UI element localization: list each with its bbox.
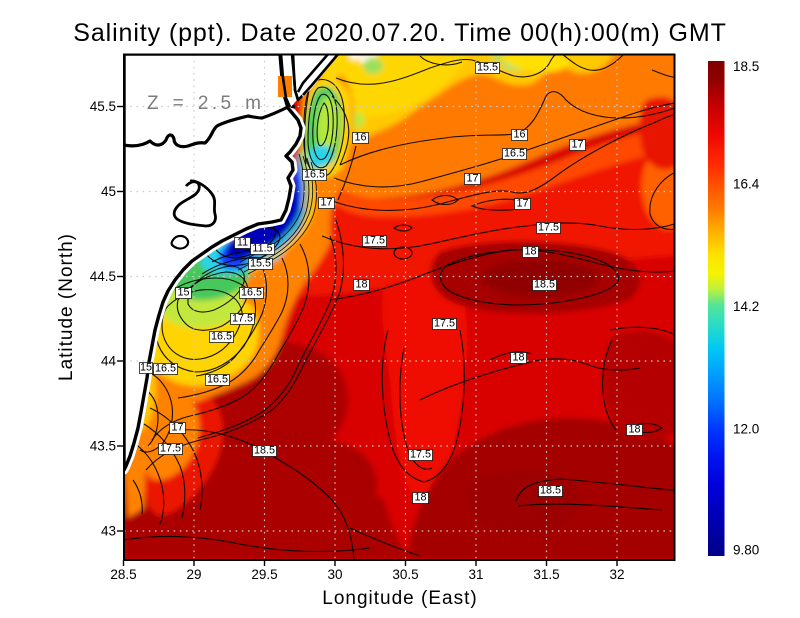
svg-text:44.5: 44.5 — [90, 269, 116, 284]
svg-text:17.5: 17.5 — [434, 318, 455, 330]
svg-text:32: 32 — [609, 567, 624, 582]
svg-text:12.0: 12.0 — [733, 422, 759, 437]
svg-text:9.80: 9.80 — [733, 543, 759, 558]
svg-text:17: 17 — [571, 139, 583, 151]
svg-text:18.5: 18.5 — [733, 59, 759, 74]
svg-text:29: 29 — [186, 567, 201, 582]
svg-text:17.5: 17.5 — [160, 443, 181, 455]
svg-text:28.5: 28.5 — [110, 567, 136, 582]
svg-text:16.5: 16.5 — [211, 331, 232, 343]
svg-text:16.5: 16.5 — [304, 169, 325, 181]
svg-text:18.5: 18.5 — [254, 445, 275, 457]
svg-text:17.5: 17.5 — [538, 222, 559, 234]
svg-text:16.4: 16.4 — [733, 177, 760, 192]
svg-text:16: 16 — [513, 129, 525, 141]
svg-text:17: 17 — [516, 198, 528, 210]
svg-text:30.5: 30.5 — [392, 567, 418, 582]
svg-text:11.5: 11.5 — [252, 243, 272, 255]
svg-text:45.5: 45.5 — [90, 99, 116, 114]
svg-text:44: 44 — [101, 354, 117, 369]
svg-text:17: 17 — [466, 173, 478, 185]
svg-text:18.5: 18.5 — [534, 279, 555, 291]
svg-text:18: 18 — [628, 424, 640, 436]
svg-text:18: 18 — [414, 492, 426, 504]
svg-text:43.5: 43.5 — [90, 439, 116, 454]
svg-text:Salinity (ppt). Date 2020.07.2: Salinity (ppt). Date 2020.07.20. Time 00… — [73, 19, 727, 47]
svg-text:16: 16 — [354, 132, 366, 144]
svg-text:29.5: 29.5 — [251, 567, 277, 582]
svg-text:17.5: 17.5 — [364, 235, 385, 247]
svg-text:15: 15 — [140, 362, 152, 374]
svg-text:31: 31 — [468, 567, 483, 582]
svg-text:Longitude (East): Longitude (East) — [322, 588, 477, 609]
svg-text:45: 45 — [101, 184, 116, 199]
svg-text:15.5: 15.5 — [477, 62, 498, 74]
svg-text:15.5: 15.5 — [250, 258, 271, 270]
svg-text:17.5: 17.5 — [410, 449, 431, 461]
svg-text:16.5: 16.5 — [504, 148, 525, 160]
svg-text:16.5: 16.5 — [207, 374, 228, 386]
svg-text:Latitude (North): Latitude (North) — [56, 233, 77, 381]
svg-text:18: 18 — [524, 246, 536, 258]
svg-text:11: 11 — [237, 237, 248, 249]
svg-text:17: 17 — [171, 422, 183, 434]
svg-text:43: 43 — [101, 524, 116, 539]
svg-text:17: 17 — [320, 197, 332, 209]
svg-text:31.5: 31.5 — [533, 567, 559, 582]
svg-text:Z = 2.5 m: Z = 2.5 m — [147, 93, 264, 114]
svg-text:18: 18 — [355, 279, 367, 291]
svg-text:17.5: 17.5 — [232, 313, 253, 325]
svg-text:16.5: 16.5 — [155, 363, 176, 375]
svg-text:30: 30 — [327, 567, 342, 582]
svg-text:15: 15 — [177, 287, 189, 299]
svg-text:16.5: 16.5 — [241, 287, 262, 299]
svg-text:14.2: 14.2 — [733, 299, 759, 314]
svg-text:18: 18 — [512, 352, 524, 364]
svg-text:18.5: 18.5 — [540, 485, 561, 497]
